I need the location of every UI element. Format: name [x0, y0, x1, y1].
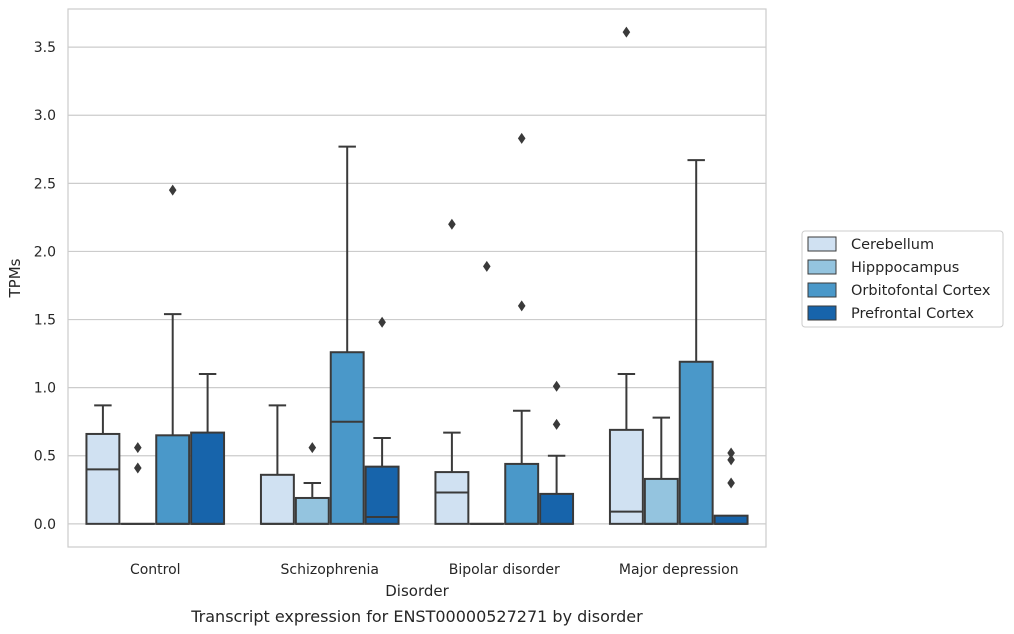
box-body — [155, 434, 191, 525]
legend-label: Cerebellum — [851, 237, 934, 253]
legend: Cerebellum Hipppocampus Orbitofontal Corte… — [801, 230, 1004, 328]
outlier-point — [727, 447, 735, 459]
y-tick-label: 3.5 — [34, 40, 56, 56]
y-tick-labels: 0.0 0.5 1.0 1.5 2.0 2.5 3.0 3.5 — [34, 40, 56, 533]
box-body — [259, 473, 295, 525]
box-orbitofontal-cortex — [678, 159, 714, 525]
legend-label: Hipppocampus — [851, 260, 959, 276]
outlier-point — [552, 418, 561, 430]
x-tick-labels: Control Schizophrenia Bipolar disorder Majo… — [130, 562, 739, 578]
x-tick-label: Major depression — [619, 562, 739, 578]
outlier-point — [134, 462, 142, 474]
y-tick-label: 1.5 — [34, 313, 56, 329]
legend-frame — [801, 230, 1004, 328]
box-body — [608, 428, 644, 525]
x-tick-label: Control — [130, 562, 181, 578]
outlier-point — [517, 132, 526, 144]
legend-swatch — [807, 259, 837, 275]
y-axis-label: TPMs — [6, 258, 24, 298]
box-body — [294, 496, 330, 525]
box-body — [85, 432, 121, 525]
box-body — [504, 462, 540, 525]
box-body — [364, 465, 400, 525]
x-axis-label: Disorder — [385, 582, 449, 600]
box-body — [190, 431, 226, 525]
y-tick-label: 0.0 — [34, 517, 56, 533]
box-prefrontal-cortex — [713, 447, 749, 525]
legend-swatch — [807, 282, 837, 298]
y-tick-label: 1.0 — [34, 381, 56, 397]
legend-swatch — [807, 305, 837, 321]
chart-caption: Transcript expression for ENST0000052727… — [190, 607, 643, 626]
outlier-point — [552, 380, 561, 392]
legend-label: Orbitofontal Cortex — [851, 283, 991, 299]
x-tick-label: Schizophrenia — [281, 562, 379, 578]
outlier-point — [517, 300, 526, 312]
box-body — [643, 477, 679, 525]
box-hipppocampus — [120, 442, 156, 525]
outlier-point — [483, 260, 491, 272]
plot-frame — [67, 8, 767, 548]
outlier-point — [727, 477, 735, 489]
box-orbitofontal-cortex — [155, 184, 191, 525]
outlier-point — [134, 442, 142, 454]
y-tick-label: 0.5 — [34, 449, 56, 465]
box-cerebellum — [85, 404, 121, 525]
legend-swatch — [807, 236, 837, 252]
box-hipppocampus — [469, 260, 505, 525]
box-prefrontal-cortex — [190, 373, 226, 525]
y-tick-label: 2.0 — [34, 244, 56, 260]
outlier-point — [308, 442, 317, 454]
box-body — [329, 351, 365, 525]
box-orbitofontal-cortex — [329, 145, 365, 525]
outlier-point — [168, 184, 177, 196]
box-cerebellum — [608, 26, 644, 525]
box-hipppocampus — [643, 416, 679, 525]
box-body — [434, 471, 470, 525]
outlier-point — [448, 218, 456, 230]
y-tick-label: 2.5 — [34, 176, 56, 192]
box-body — [539, 492, 575, 525]
y-tick-label: 3.0 — [34, 108, 56, 124]
legend-label: Prefrontal Cortex — [851, 306, 974, 322]
box-prefrontal-cortex — [364, 316, 400, 525]
box-body — [678, 360, 714, 525]
box-prefrontal-cortex — [539, 380, 575, 525]
outlier-point — [727, 454, 735, 466]
boxes-layer — [85, 26, 749, 525]
outlier-point — [378, 316, 386, 328]
box-hipppocampus — [294, 442, 330, 525]
box-cerebellum — [434, 218, 470, 525]
box-body — [713, 514, 749, 525]
x-tick-label: Bipolar disorder — [449, 562, 560, 578]
box-cerebellum — [259, 404, 295, 525]
box-orbitofontal-cortex — [504, 132, 540, 525]
outlier-point — [622, 26, 631, 38]
